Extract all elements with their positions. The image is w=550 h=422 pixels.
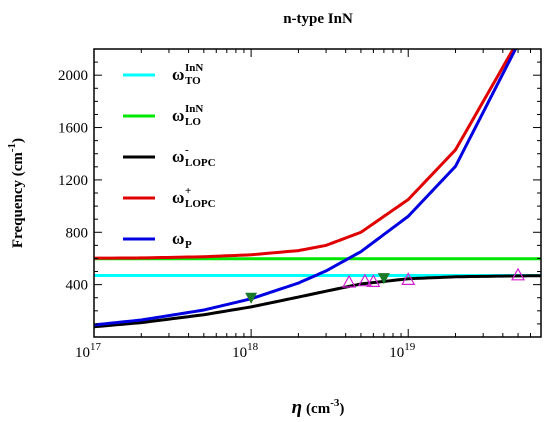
legend-label-lopc_minus: ω-LOPC [172, 144, 216, 169]
axis-ticks [93, 48, 542, 338]
legend-label-lopc_plus: ω+ LOPC [172, 185, 216, 210]
legend-label-to: ωInN TO [172, 62, 203, 87]
x-tick-label: 1017 [75, 341, 102, 361]
x-tick-label: 1019 [389, 341, 416, 361]
y-axis-label: Frequency (cm-1) [6, 138, 26, 248]
data-marker-reference [342, 274, 357, 288]
y-tick-label: 400 [66, 278, 89, 294]
x-axis-label: η (cm-3) [292, 397, 345, 418]
y-tick-labels: 400 800 1200 1600 2000 [58, 68, 88, 293]
x-tick-labels: 1017 1018 1019 [75, 341, 416, 361]
legend-label-lo: ωInN LO [172, 103, 203, 128]
plot-markers [245, 267, 526, 304]
y-tick-label: 2000 [58, 68, 88, 84]
y-tick-label: 1600 [58, 121, 88, 137]
data-marker-measured [377, 273, 390, 285]
y-tick-label: 800 [66, 225, 89, 241]
plot-series [93, 48, 542, 329]
series-line-lopc_minus [93, 274, 542, 329]
series-line-lopc_plus [93, 48, 515, 260]
data-marker-reference [511, 267, 526, 281]
data-marker-measured [245, 292, 258, 304]
legend: ωInN TO ωInN LO ω-LOPC ω+ LOPC ωP [123, 62, 216, 251]
x-tick-label: 1018 [232, 341, 259, 361]
series-line-plasma [93, 48, 517, 327]
data-marker-reference [366, 274, 381, 287]
data-marker-reference [357, 273, 372, 287]
chart-title: n-type InN [283, 11, 353, 27]
y-tick-label: 1200 [58, 173, 88, 189]
legend-label-plasma: ωP [172, 229, 192, 251]
data-marker-reference [401, 272, 416, 285]
